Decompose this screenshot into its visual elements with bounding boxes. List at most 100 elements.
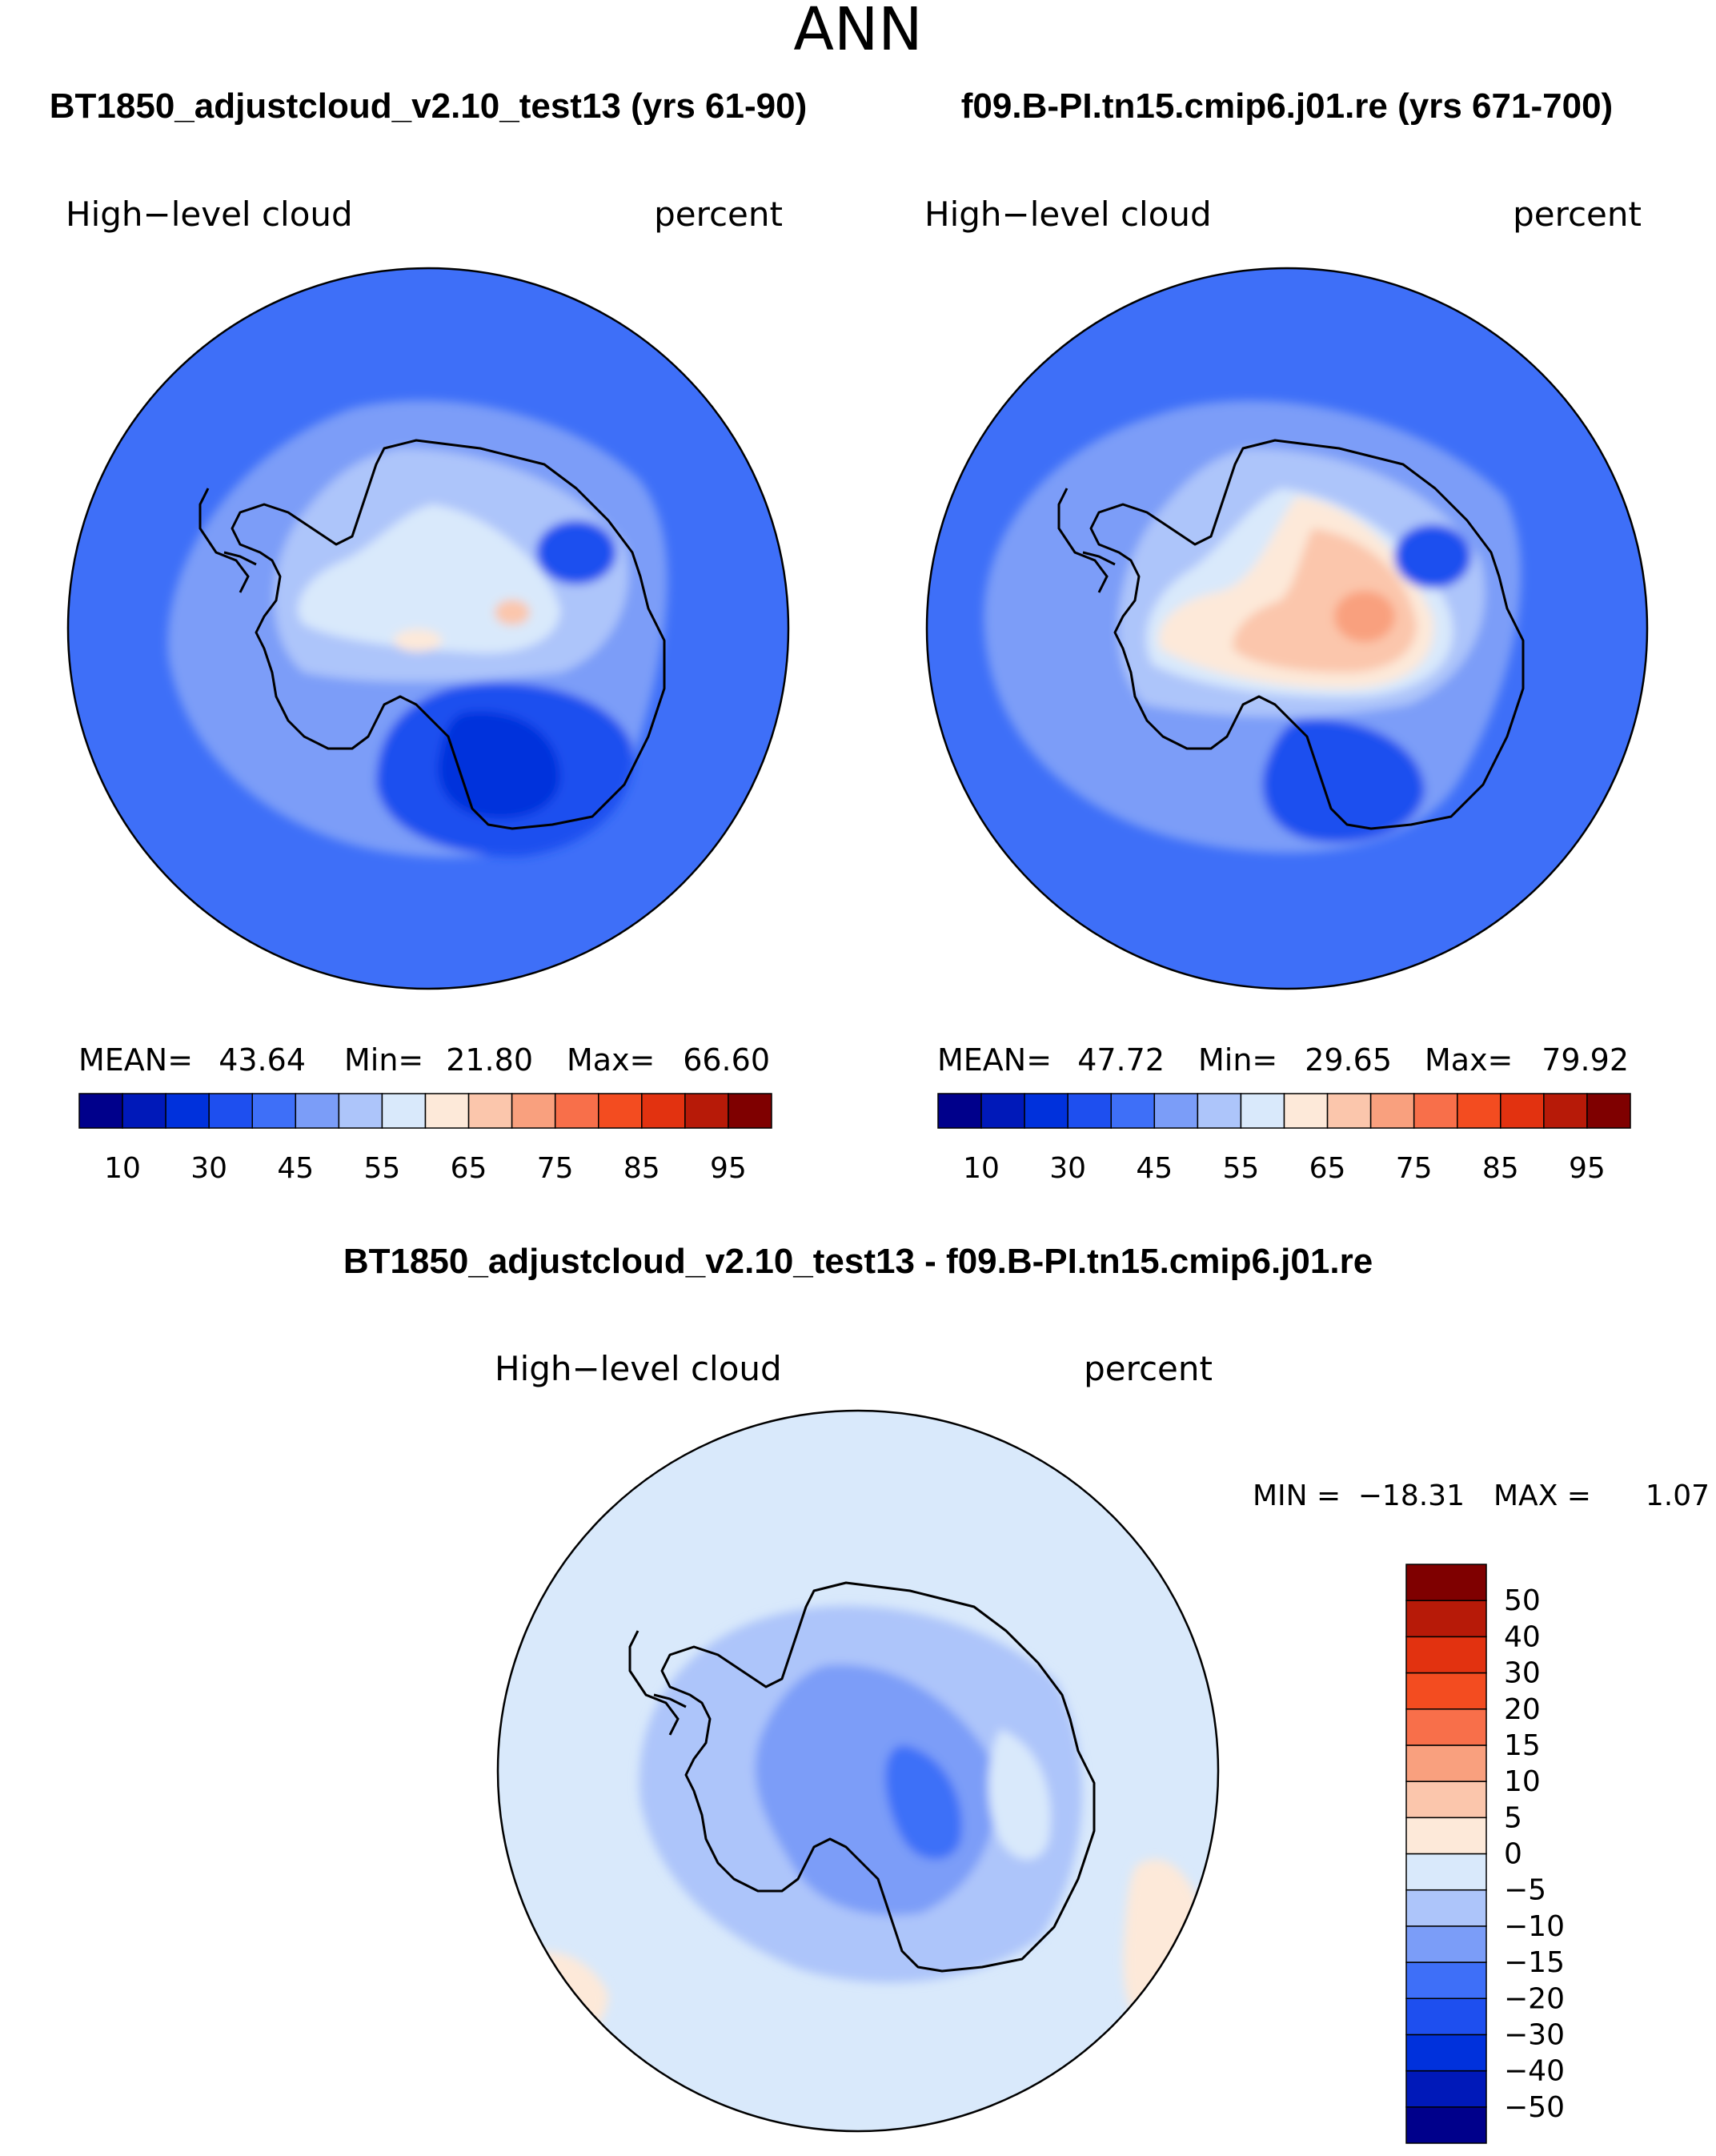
reference-max-label: Max= (1425, 1042, 1513, 1078)
control-colorbar-box (684, 1093, 729, 1129)
control-colorbar-tick-label: 85 (623, 1152, 660, 1185)
reference-colorbar-box (1283, 1093, 1329, 1129)
reference-colorbar-box (1326, 1093, 1372, 1129)
difference-colorbar-tick-label: 20 (1504, 1693, 1541, 1726)
difference-colorbar-tick-label: 40 (1504, 1620, 1541, 1653)
reference-map-frame (925, 267, 1649, 990)
difference-min-area (885, 1745, 962, 1860)
reference-low-area (1262, 719, 1425, 843)
difference-colorbar-box (1405, 1925, 1487, 1963)
difference-colorbar-tick-label: −10 (1504, 1910, 1565, 1943)
control-colorbar-box (511, 1093, 556, 1129)
control-colorbar-box (641, 1093, 686, 1129)
difference-map-frame (496, 1409, 1220, 2133)
control-min-value: 21.80 (446, 1042, 533, 1078)
difference-variable-label: High−level cloud (495, 1349, 782, 1388)
reference-colorbar-box (1413, 1093, 1458, 1129)
reference-min-value: 29.65 (1305, 1042, 1392, 1078)
reference-colorbar-box (1369, 1093, 1415, 1129)
control-colorbar-box (424, 1093, 470, 1129)
difference-colorbar-box (1405, 1997, 1487, 2036)
reference-colorbar-tick-label: 85 (1482, 1152, 1519, 1185)
difference-coastline (660, 1581, 1096, 1973)
difference-units-label: percent (1084, 1349, 1213, 1388)
difference-colorbar-tick-label: 0 (1504, 1838, 1522, 1871)
control-min-label: Min= (344, 1042, 423, 1078)
control-peninsula-coast (198, 488, 257, 593)
control-colorbar-box (554, 1093, 599, 1129)
reference-panel: High−level cloud percent MEAN= 47.72 Min… (924, 195, 1649, 1185)
reference-mean-label: MEAN= (937, 1042, 1052, 1078)
control-colorbar-box (381, 1093, 427, 1129)
reference-colorbar-tick-label: 45 (1136, 1152, 1173, 1185)
difference-colorbar-box (1405, 2070, 1487, 2108)
control-colorbar-tick-label: 65 (451, 1152, 487, 1185)
difference-colorbar-tick-label: 10 (1504, 1765, 1541, 1798)
reference-max-spot (1334, 591, 1395, 642)
reference-colorbar-box (1197, 1093, 1242, 1129)
reference-colorbar-box (980, 1093, 1025, 1129)
difference-colorbar-box (1405, 2034, 1487, 2072)
control-colorbar-box (728, 1093, 772, 1129)
reference-colorbar-box (1110, 1093, 1156, 1129)
difference-panel: High−level cloud percent MIN = −18.31 MA… (495, 1349, 1710, 2144)
control-stats: MEAN= 43.64 Min= 21.80 Max= 66.60 (78, 1042, 770, 1078)
control-panel: High−level cloud percent MEAN= 43.64 Min… (66, 195, 790, 1185)
difference-colorbar-box (1405, 1781, 1487, 1819)
control-colorbar-box (251, 1093, 297, 1129)
difference-colorbar-tick-label: −15 (1504, 1946, 1565, 1979)
control-map-frame (66, 267, 790, 990)
difference-colorbar-box (1405, 2106, 1487, 2144)
reference-east-low (1394, 524, 1471, 588)
difference-colorbar-box (1405, 1744, 1487, 1782)
difference-colorbar-tick-label: −30 (1504, 2018, 1565, 2051)
reference-mean-value: 47.72 (1077, 1042, 1165, 1078)
reference-colorbar-tick-label: 95 (1569, 1152, 1606, 1185)
reference-colorbar-box (1543, 1093, 1588, 1129)
reference-colorbar-tick-label: 10 (963, 1152, 1000, 1185)
control-coastline (231, 439, 666, 830)
reference-colorbar-box (1457, 1093, 1502, 1129)
difference-positive-east (1123, 1859, 1202, 2034)
difference-min-value: −18.31 (1358, 1479, 1465, 1512)
control-colorbar-tick-label: 45 (277, 1152, 314, 1185)
reference-peninsula-coast (1057, 488, 1116, 593)
reference-colorbar-box (1153, 1093, 1199, 1129)
difference-colorbar-box (1405, 1636, 1487, 1674)
reference-colorbar-box (1024, 1093, 1068, 1129)
control-max-label: Max= (567, 1042, 655, 1078)
difference-map (498, 1411, 1218, 2131)
control-colorbar-tick-label: 75 (537, 1152, 574, 1185)
difference-colorbar-tick-label: −40 (1504, 2055, 1565, 2088)
control-variable-label: High−level cloud (66, 195, 353, 234)
difference-colorbar-tick-label: −50 (1504, 2091, 1565, 2124)
control-colorbar-tick-label: 55 (364, 1152, 401, 1185)
reference-colorbar-box (1500, 1093, 1545, 1129)
reference-colorbar: 10 30 45 55 65 75 85 95 (937, 1093, 1631, 1185)
reference-max-value: 79.92 (1542, 1042, 1629, 1078)
reference-case-title: f09.B-PI.tn15.cmip6.j01.re (yrs 671-700) (961, 86, 1613, 126)
difference-colorbar-tick-label: 50 (1504, 1584, 1541, 1617)
control-colorbar-box (598, 1093, 643, 1129)
control-colorbar-tick-label: 10 (104, 1152, 141, 1185)
difference-colorbar-tick-label: 5 (1504, 1801, 1522, 1834)
season-title: ANN (793, 0, 922, 64)
control-plateau (298, 504, 560, 653)
control-colorbar-tick-label: 30 (190, 1152, 227, 1185)
control-colorbar-box (467, 1093, 513, 1129)
control-max-value: 66.60 (683, 1042, 770, 1078)
reference-stats: MEAN= 47.72 Min= 29.65 Max= 79.92 (937, 1042, 1629, 1078)
control-colorbar-box (122, 1093, 166, 1129)
reference-variable-label: High−level cloud (924, 195, 1212, 234)
reference-colorbar-box (1240, 1093, 1285, 1129)
difference-stats: MIN = −18.31 MAX = 1.07 (1253, 1479, 1710, 1512)
control-colorbar-box (208, 1093, 253, 1129)
difference-east-light (988, 1729, 1051, 1860)
reference-colorbar-tick-label: 65 (1309, 1152, 1346, 1185)
difference-colorbar-box (1405, 1672, 1487, 1710)
reference-colorbar-tick-label: 30 (1049, 1152, 1086, 1185)
reference-coastline (1089, 439, 1525, 830)
control-colorbar-box (78, 1093, 123, 1129)
